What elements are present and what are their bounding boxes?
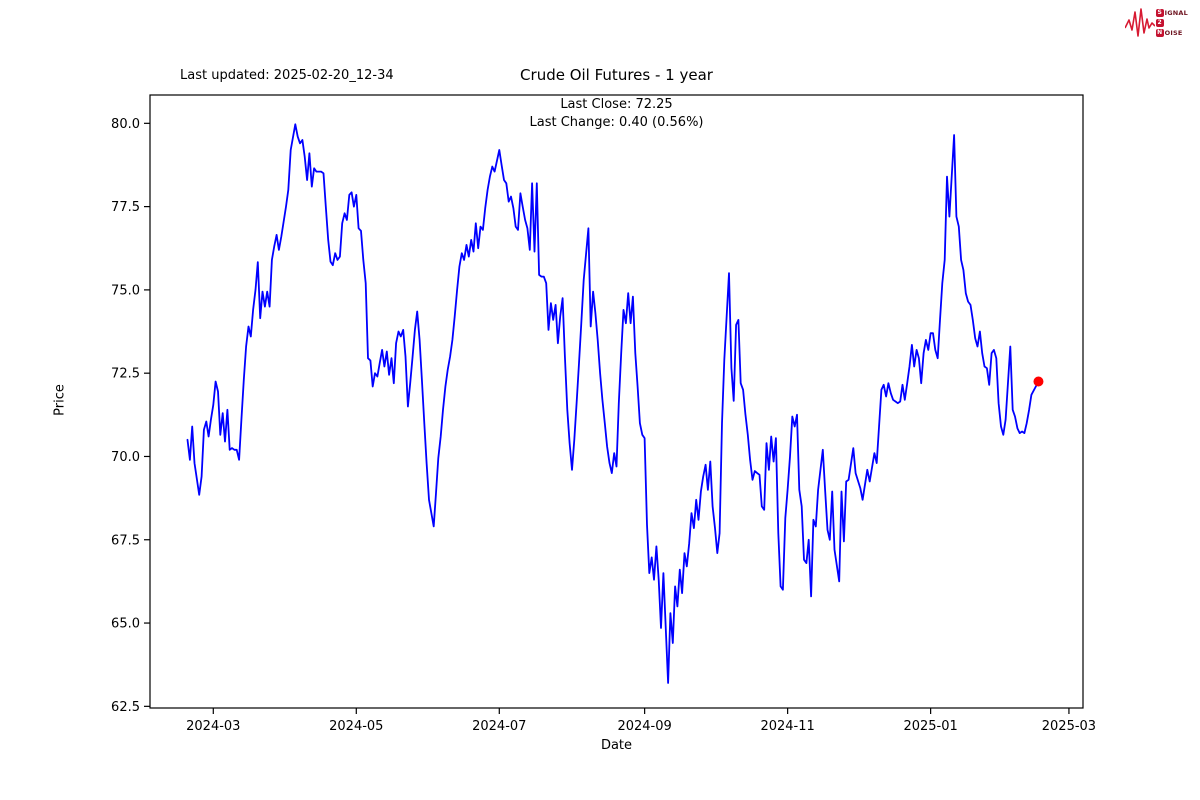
last-close-annotation: Last Close: 72.25: [560, 97, 673, 112]
signal2noise-logo: S IGNAL 2 N OISE: [1124, 5, 1188, 41]
x-tick-label: 2024-09: [617, 719, 671, 734]
logo-badge-n: N: [1155, 29, 1164, 37]
x-tick-label: 2024-07: [472, 719, 526, 734]
price-line: [186, 123, 1040, 684]
plot-border: [149, 94, 1084, 709]
y-tick-label: 77.5: [111, 200, 140, 215]
y-tick-label: 62.5: [111, 700, 140, 715]
last-change-annotation: Last Change: 0.40 (0.56%): [529, 115, 704, 130]
logo-badge-2: 2: [1155, 19, 1164, 27]
last-updated-label: Last updated: 2025-02-20_12-34: [180, 68, 394, 83]
logo-word3: OISE: [1164, 29, 1183, 37]
logo-text: S IGNAL 2 N OISE: [1155, 9, 1188, 38]
y-tick-label: 70.0: [111, 450, 140, 465]
x-tick-label: 2025-03: [1042, 719, 1096, 734]
x-tick-label: 2024-05: [329, 719, 383, 734]
waveform-icon: [1124, 8, 1155, 37]
y-tick-label: 67.5: [111, 533, 140, 548]
x-axis-label: Date: [600, 738, 633, 753]
y-tick-label: 80.0: [111, 117, 140, 132]
x-tick-label: 2025-01: [903, 719, 957, 734]
x-tick-label: 2024-11: [760, 719, 814, 734]
chart-title: Crude Oil Futures - 1 year: [520, 66, 713, 84]
logo-badge-s: S: [1155, 9, 1164, 17]
y-tick-label: 75.0: [111, 283, 140, 298]
last-price-dot: [1033, 376, 1044, 387]
y-tick-label: 65.0: [111, 617, 140, 632]
logo-word1: IGNAL: [1164, 9, 1188, 17]
y-tick-label: 72.5: [111, 367, 140, 382]
x-tick-label: 2024-03: [186, 719, 240, 734]
